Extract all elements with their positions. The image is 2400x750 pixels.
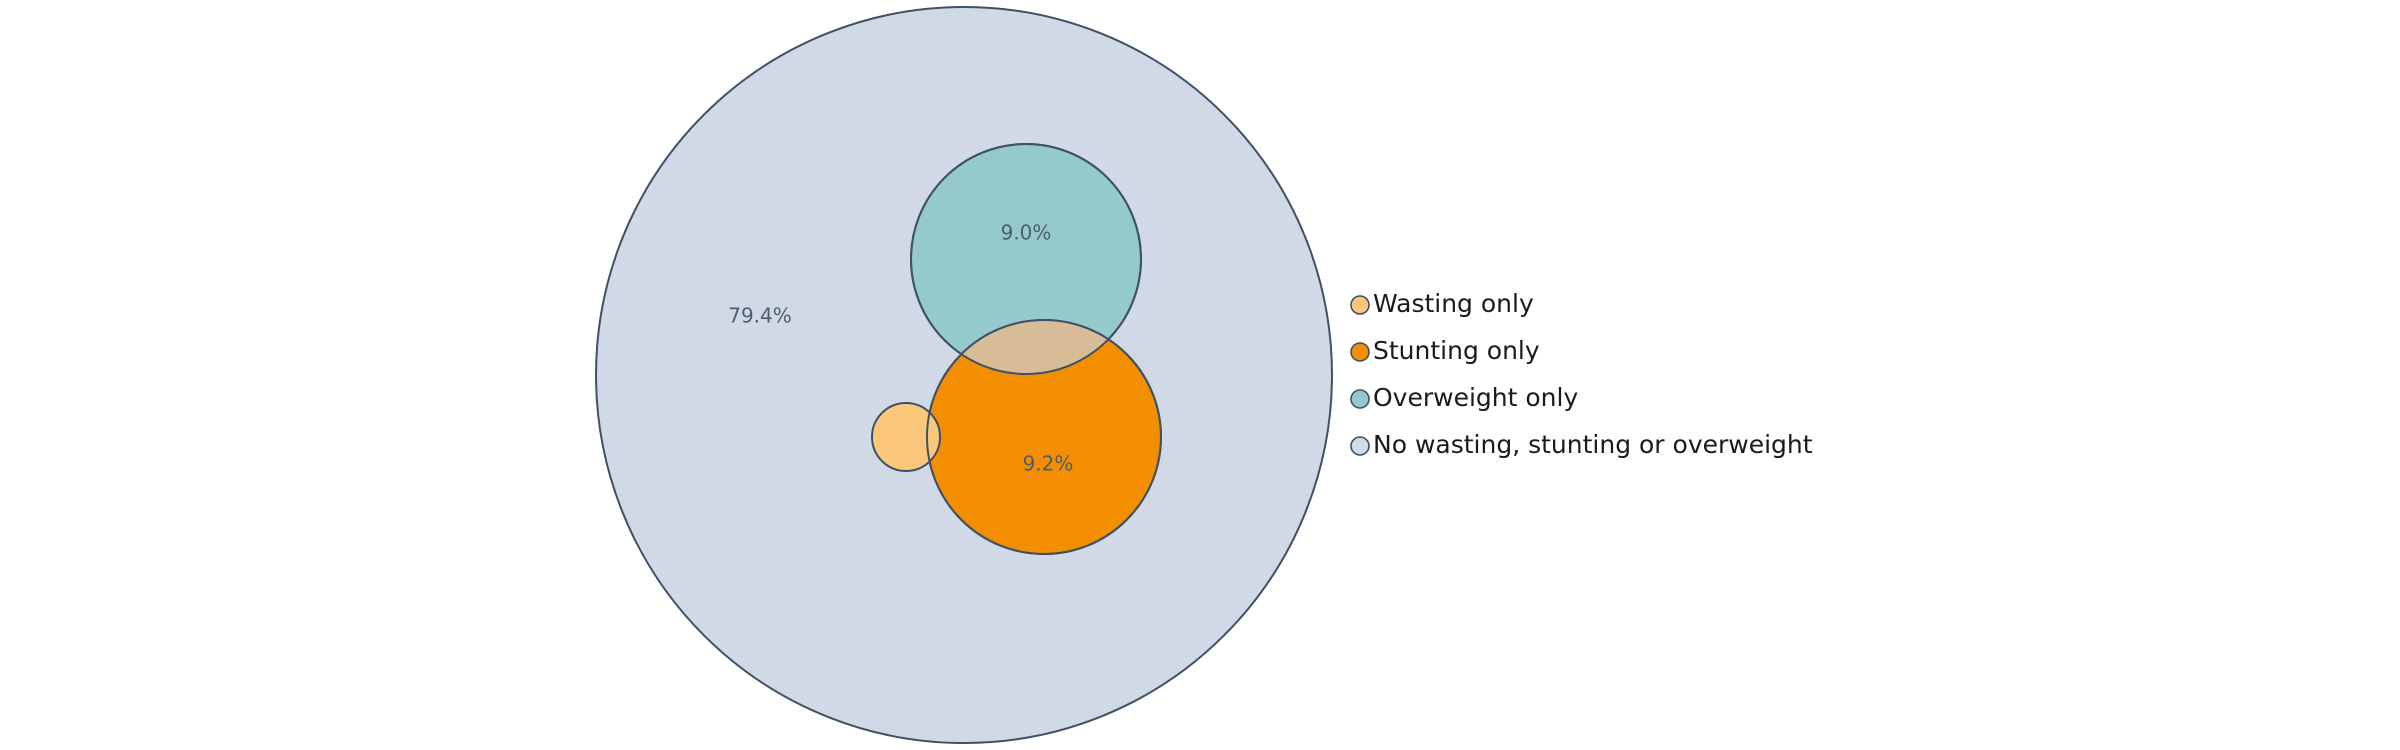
legend: Wasting only Stunting only Overweight only…	[1350, 289, 1813, 459]
data-label-overweight: 9.0%	[1001, 221, 1052, 245]
data-label-none: 79.4%	[728, 304, 792, 328]
legend-label-none: No wasting, stunting or overweight	[1373, 430, 1813, 459]
venn-outline-stunting	[926, 319, 1162, 555]
venn-outline-overweight	[910, 143, 1142, 375]
legend-label-wasting: Wasting only	[1373, 289, 1534, 318]
legend-marker-none	[1350, 436, 1370, 456]
legend-marker-stunting	[1350, 342, 1370, 362]
legend-marker-overweight	[1350, 389, 1370, 409]
legend-marker-wasting	[1350, 295, 1370, 315]
legend-label-stunting: Stunting only	[1373, 336, 1540, 365]
data-label-stunting: 9.2%	[1023, 452, 1074, 476]
venn-circle-wasting	[871, 402, 941, 472]
legend-label-overweight: Overweight only	[1373, 383, 1578, 412]
